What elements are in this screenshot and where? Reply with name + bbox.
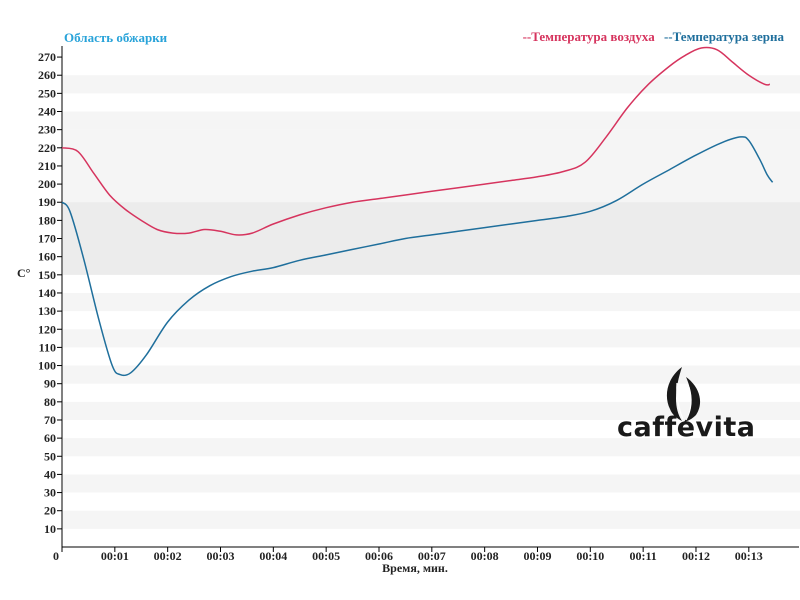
y-tick-label: 110 xyxy=(39,340,56,354)
legend-entry-bean-temperature: --Температура зерна xyxy=(664,29,785,44)
y-tick-label: 180 xyxy=(38,213,56,227)
x-tick-label: 00:12 xyxy=(682,549,710,563)
y-tick-label: 70 xyxy=(44,413,56,427)
x-tick-label: 00:02 xyxy=(154,549,182,563)
y-tick-label: 60 xyxy=(44,431,56,445)
band-stripe xyxy=(63,292,800,312)
band-stripe xyxy=(63,75,800,94)
band-stripe xyxy=(63,365,800,384)
y-tick-label: 80 xyxy=(44,395,56,409)
y-tick-label: 250 xyxy=(38,86,56,100)
band-stripe xyxy=(63,111,800,130)
roast-zone-band xyxy=(63,202,800,275)
y-tick-label: 170 xyxy=(38,232,56,246)
x-tick-label: 00:13 xyxy=(735,549,763,563)
x-tick-label: 0 xyxy=(53,549,59,563)
y-ticks: 10 20 30 40 50 60 70 80 90 100 110 120 130 140 150 160 1… xyxy=(38,50,62,536)
y-tick-label: 50 xyxy=(44,449,56,463)
series-lines xyxy=(61,46,774,377)
band-stripe xyxy=(63,438,800,457)
chart-bands xyxy=(63,75,800,529)
x-tick-label: 00:09 xyxy=(523,549,551,563)
x-tick-label: 00:07 xyxy=(418,549,446,563)
y-tick-label: 150 xyxy=(38,268,56,282)
y-tick-label: 260 xyxy=(38,68,56,82)
y-tick-label: 270 xyxy=(38,50,56,64)
y-tick-label: 100 xyxy=(38,359,56,373)
logo-wordmark: caffevita xyxy=(617,412,756,443)
y-tick-label: 140 xyxy=(38,286,56,300)
y-tick-label: 120 xyxy=(38,322,56,336)
y-tick-label: 40 xyxy=(44,467,56,481)
flame-leaf-icon xyxy=(666,367,701,422)
y-tick-label: 210 xyxy=(38,159,56,173)
y-tick-label: 160 xyxy=(38,250,56,264)
band-stripe xyxy=(63,510,800,529)
x-tick-label: 00:10 xyxy=(576,549,604,563)
y-axis-title: C° xyxy=(17,266,31,280)
y-tick-label: 220 xyxy=(38,141,56,155)
x-tick-label: 00:01 xyxy=(101,549,129,563)
bean-temperature-line xyxy=(61,136,774,377)
air-temperature-line xyxy=(61,46,771,236)
y-tick-label: 190 xyxy=(38,195,56,209)
x-tick-label: 00:04 xyxy=(259,549,287,563)
x-tick-label: 00:08 xyxy=(471,549,499,563)
chart-title: Область обжарки xyxy=(64,30,168,45)
y-tick-label: 20 xyxy=(44,504,56,518)
y-tick-label: 130 xyxy=(38,304,56,318)
y-tick-label: 10 xyxy=(44,522,56,536)
x-tick-label: 00:11 xyxy=(629,549,656,563)
band-stripe xyxy=(63,401,800,420)
caffevita-logo: caffevita xyxy=(617,367,756,443)
x-axis-title: Время, мин. xyxy=(382,561,448,575)
y-tick-label: 30 xyxy=(44,486,56,500)
y-tick-label: 240 xyxy=(38,105,56,119)
y-tick-label: 230 xyxy=(38,123,56,137)
band-stripe xyxy=(63,329,800,348)
x-tick-label: 00:03 xyxy=(206,549,234,563)
x-tick-label: 00:05 xyxy=(312,549,340,563)
y-tick-label: 200 xyxy=(38,177,56,191)
y-tick-label: 90 xyxy=(44,377,56,391)
legend-entry-air-temperature: --Температура воздуха xyxy=(523,29,656,44)
legend: --Температура воздуха --Температура зерн… xyxy=(523,29,785,44)
x-tick-label: 00:06 xyxy=(365,549,393,563)
x-ticks: 0 00:01 00:02 00:03 00:04 00:05 00:06 00:07 00:0… xyxy=(53,547,763,563)
band-stripe xyxy=(63,474,800,493)
